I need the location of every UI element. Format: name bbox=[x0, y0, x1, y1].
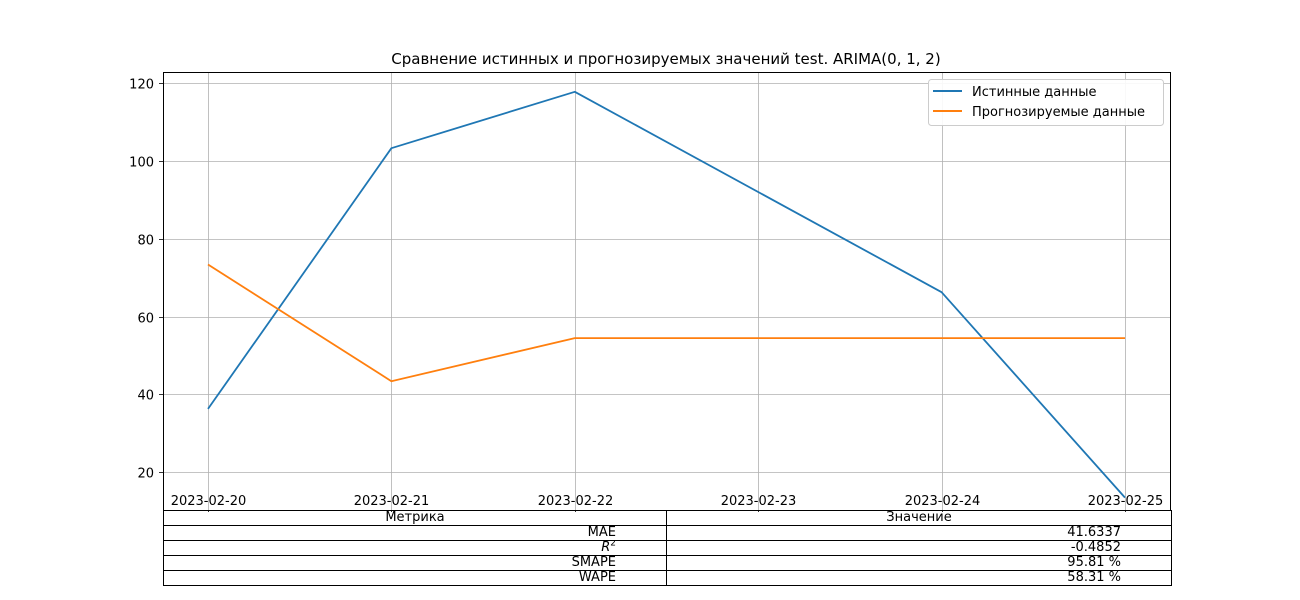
y-tick-label: 120 bbox=[129, 78, 154, 93]
y-tick-label: 60 bbox=[137, 312, 154, 327]
y-tick-label: 40 bbox=[137, 389, 154, 404]
metric-value: 95.81 % bbox=[666, 555, 1172, 571]
metric-name: R2 bbox=[163, 540, 667, 556]
legend: Истинные данные Прогнозируемые данные bbox=[928, 79, 1164, 126]
series-line-forecast bbox=[207, 263, 1125, 383]
x-tick-label: 2023-02-21 bbox=[354, 494, 430, 509]
x-tick-label: 2023-02-25 bbox=[1088, 494, 1164, 509]
x-axis: 2023-02-20 2023-02-21 2023-02-22 2023-02-23… bbox=[171, 494, 1164, 512]
y-tick-label: 100 bbox=[129, 156, 154, 171]
chart-title: Сравнение истинных и прогнозируемых знач… bbox=[391, 50, 940, 68]
table-row: WAPE 58.31 % bbox=[163, 570, 1172, 586]
header-metric: Метрика bbox=[163, 510, 667, 526]
metric-name: SMAPE bbox=[163, 555, 667, 571]
legend-box bbox=[928, 79, 1164, 126]
header-value: Значение bbox=[666, 510, 1172, 526]
y-axis: 20 40 60 80 100 120 bbox=[129, 78, 164, 482]
table-header-row: Метрика Значение bbox=[163, 510, 1172, 526]
metrics-table: Метрика Значение MAE 41.6337 R2 -0.4852 … bbox=[163, 510, 1172, 586]
x-tick-label: 2023-02-20 bbox=[171, 494, 247, 509]
grid-lines bbox=[164, 73, 1170, 510]
series-lines bbox=[207, 90, 1126, 499]
metric-name: MAE bbox=[163, 525, 667, 541]
metric-value: 58.31 % bbox=[666, 570, 1172, 586]
y-tick-label: 20 bbox=[137, 467, 154, 482]
metric-name: WAPE bbox=[163, 570, 667, 586]
legend-label-true: Истинные данные bbox=[972, 85, 1097, 100]
y-tick-label: 80 bbox=[137, 234, 154, 249]
metric-value: -0.4852 bbox=[666, 540, 1172, 556]
x-tick-label: 2023-02-23 bbox=[721, 494, 797, 509]
table-row: SMAPE 95.81 % bbox=[163, 555, 1172, 571]
x-tick-label: 2023-02-24 bbox=[905, 494, 981, 509]
plot-frame bbox=[163, 72, 1171, 511]
table-row: MAE 41.6337 bbox=[163, 525, 1172, 541]
legend-label-forecast: Прогнозируемые данные bbox=[972, 105, 1145, 120]
series-line-true bbox=[207, 90, 1126, 499]
line-chart: Сравнение истинных и прогнозируемых знач… bbox=[129, 50, 1171, 512]
x-tick-label: 2023-02-22 bbox=[538, 494, 614, 509]
metric-value: 41.6337 bbox=[666, 525, 1172, 541]
table-row: R2 -0.4852 bbox=[163, 540, 1172, 556]
